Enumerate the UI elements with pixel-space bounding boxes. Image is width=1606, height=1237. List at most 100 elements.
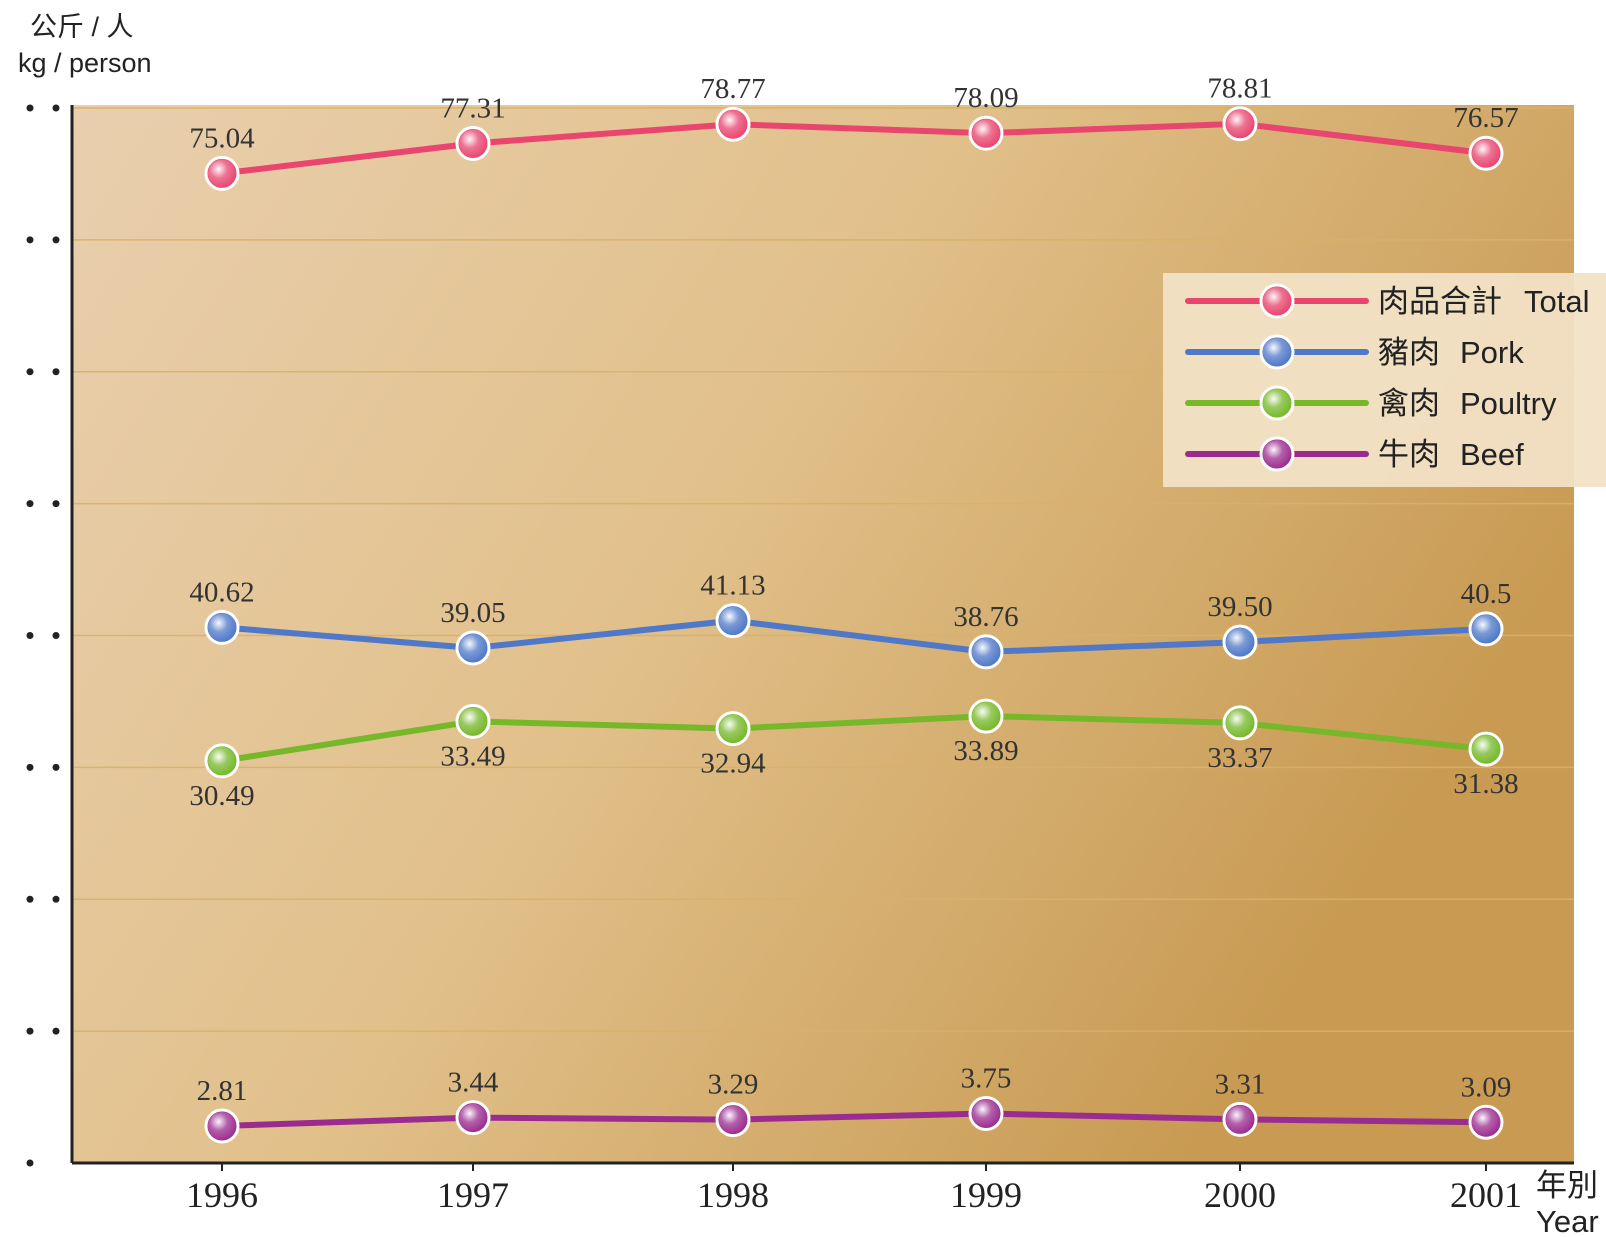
- x-tick-label: 1998: [697, 1175, 769, 1215]
- legend-swatch-highlight: [1263, 338, 1291, 366]
- data-label: 38.76: [953, 601, 1018, 633]
- data-label: 40.62: [189, 576, 254, 608]
- legend-label-zh: 肉品合計: [1378, 284, 1502, 319]
- data-point-highlight: [719, 1105, 747, 1134]
- data-label: 78.77: [700, 73, 765, 105]
- legend-label-zh: 豬肉: [1378, 335, 1440, 370]
- legend-swatch-highlight: [1263, 287, 1291, 315]
- y-axis-label-zh: 公斤 / 人: [30, 12, 134, 42]
- data-label: 3.29: [708, 1069, 759, 1101]
- y-tick-dot: [26, 1027, 34, 1035]
- legend-label-en: Poultry: [1460, 386, 1557, 421]
- y-tick-dot: [52, 236, 60, 244]
- data-point-highlight: [1472, 139, 1500, 168]
- data-label: 76.57: [1453, 102, 1518, 134]
- data-point-highlight: [972, 702, 1000, 731]
- data-label: 41.13: [700, 570, 765, 602]
- x-tick-label: 1997: [437, 1175, 509, 1215]
- series-line: [219, 713, 1489, 764]
- data-point-highlight: [1472, 614, 1500, 643]
- y-tick-dot: [52, 104, 60, 112]
- legend-item-total: 肉品合計 Total: [1185, 283, 1589, 319]
- data-point-highlight: [1226, 109, 1254, 138]
- data-label: 39.05: [440, 597, 505, 629]
- y-axis-label-en: kg / person: [18, 48, 152, 78]
- y-tick-dot: [52, 368, 60, 376]
- y-tick-dot: [26, 1159, 34, 1167]
- data-label: 40.5: [1461, 578, 1512, 610]
- y-tick-dot: [26, 500, 34, 508]
- legend-label-en: Pork: [1460, 335, 1524, 370]
- series-pork: 40.62 39.05 41.13 38.76 39.50 40.5: [189, 570, 1512, 670]
- legend-label-zh: 禽肉: [1378, 386, 1440, 421]
- data-point-highlight: [719, 606, 747, 635]
- series-line: [219, 120, 1489, 177]
- y-tick-dot: [26, 632, 34, 639]
- data-point-highlight: [1472, 1108, 1500, 1137]
- legend-item-beef: 牛肉 Beef: [1185, 436, 1524, 472]
- data-label: 33.49: [440, 740, 505, 772]
- data-label: 31.38: [1453, 768, 1518, 800]
- y-tick-dot: [52, 1027, 60, 1035]
- data-label: 3.31: [1215, 1068, 1266, 1100]
- data-label: 30.49: [189, 780, 254, 812]
- data-label: 32.94: [700, 748, 766, 780]
- data-label: 33.89: [953, 735, 1018, 767]
- y-tick-dot: [52, 763, 60, 771]
- y-tick-dot: [26, 763, 34, 771]
- data-label: 2.81: [197, 1075, 248, 1107]
- legend-label-en: Total: [1524, 284, 1589, 319]
- data-point-highlight: [208, 1111, 236, 1140]
- data-point-highlight: [719, 110, 747, 139]
- data-point-highlight: [972, 119, 1000, 148]
- data-label: 3.75: [961, 1063, 1012, 1095]
- series-line: [219, 617, 1489, 655]
- x-tick-label: 1999: [950, 1175, 1022, 1215]
- series-layer: 75.04 77.31 78.77 78.09 78.81 76.57 40.62 39.05…: [189, 73, 1519, 1144]
- data-point-highlight: [972, 637, 1000, 666]
- x-tick-label: 2000: [1204, 1175, 1276, 1215]
- data-point-highlight: [459, 129, 487, 158]
- data-point-highlight: [1226, 708, 1254, 737]
- legend-label-en: Beef: [1460, 437, 1524, 472]
- data-point-highlight: [1226, 1105, 1254, 1134]
- data-point-highlight: [1472, 735, 1500, 764]
- x-axis-ticks: 1996 1997 1998 1999 2000 2001: [186, 1163, 1522, 1215]
- x-axis-label-en: Year: [1536, 1204, 1599, 1237]
- legend-item-poultry: 禽肉 Poultry: [1185, 385, 1557, 421]
- data-label: 78.09: [953, 82, 1018, 114]
- y-tick-dot: [26, 104, 34, 112]
- legend-label-zh: 牛肉: [1378, 437, 1440, 472]
- y-tick-dot: [26, 236, 34, 244]
- data-point-highlight: [208, 159, 236, 188]
- y-tick-dot: [26, 895, 34, 903]
- series-poultry: 30.49 33.49 32.94 33.89 33.37 31.38: [189, 698, 1519, 812]
- data-point-highlight: [719, 714, 747, 743]
- y-axis-tick-marks: [26, 104, 60, 1167]
- data-point-highlight: [1226, 628, 1254, 657]
- y-tick-dot: [52, 500, 60, 508]
- legend-item-pork: 豬肉 Pork: [1185, 334, 1524, 370]
- series-line: [219, 1110, 1489, 1129]
- x-tick-label: 2001: [1450, 1175, 1522, 1215]
- x-tick-label: 1996: [186, 1175, 258, 1215]
- data-point-highlight: [459, 1103, 487, 1132]
- data-label: 77.31: [440, 92, 505, 124]
- data-label: 3.44: [448, 1067, 499, 1099]
- data-point-highlight: [208, 613, 236, 642]
- data-point-highlight: [208, 746, 236, 775]
- legend-swatch-highlight: [1263, 389, 1291, 417]
- y-tick-dot: [52, 895, 60, 903]
- series-beef: 2.81 3.44 3.29 3.75 3.31 3.09: [197, 1063, 1512, 1144]
- data-point-highlight: [972, 1099, 1000, 1128]
- y-tick-dot: [52, 632, 60, 639]
- legend: 肉品合計 Total 豬肉 Pork 禽肉 Poultry 牛肉 Beef: [1163, 273, 1606, 487]
- data-label: 75.04: [189, 122, 255, 154]
- data-label: 78.81: [1207, 73, 1272, 105]
- data-label: 3.09: [1461, 1071, 1512, 1103]
- y-tick-dot: [26, 368, 34, 376]
- series-total: 75.04 77.31 78.77 78.09 78.81 76.57: [189, 73, 1519, 191]
- x-axis-label-zh: 年別: [1536, 1168, 1598, 1203]
- legend-swatch-highlight: [1263, 440, 1291, 468]
